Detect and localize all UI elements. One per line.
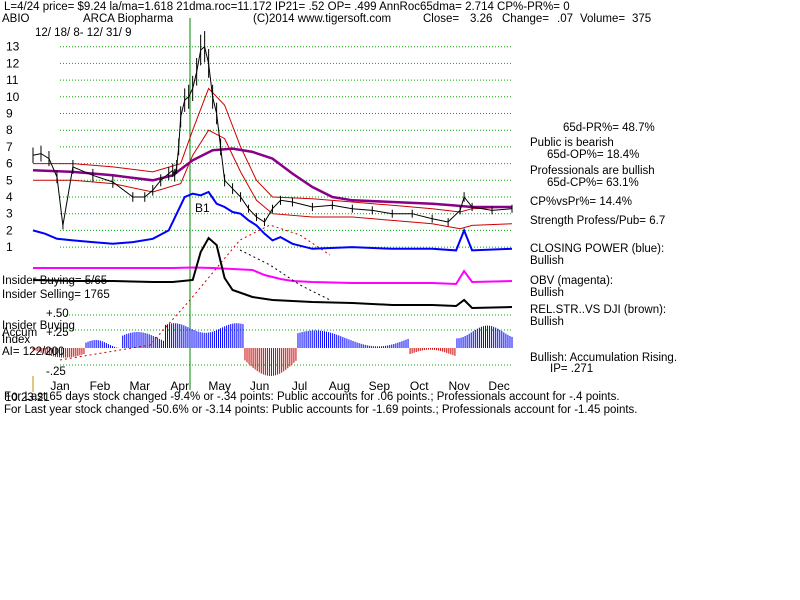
- x-tick-label: Sep: [369, 379, 391, 393]
- closing-power-label: CLOSING POWER (blue):: [530, 243, 665, 255]
- change-value: .07: [557, 13, 573, 25]
- y-tick-label: 12: [6, 56, 20, 70]
- accum-title-1: Insider Buying: [2, 320, 75, 332]
- x-tick-label: Oct: [410, 379, 429, 393]
- price-line: [32, 45, 513, 226]
- ma-red-upper-line: [33, 87, 513, 213]
- envelope-dotted-line: [59, 224, 331, 361]
- strength-ratio: Strength Profess/Pub= 6.7: [530, 215, 666, 227]
- public-status: Public is bearish: [530, 137, 614, 149]
- y-tick-label: 8: [6, 123, 13, 137]
- insider-selling: Insider Selling= 1765: [2, 289, 110, 301]
- pr-percent: 65d-PR%= 48.7%: [563, 122, 655, 134]
- professionals-status: Professionals are bullish: [530, 165, 655, 177]
- closing-power-line: [32, 190, 513, 252]
- close-label: Close=: [423, 13, 460, 25]
- footer-line-1-overlay: 10.23.21: [5, 392, 50, 404]
- x-tick-label: Jun: [250, 379, 269, 393]
- ma-red-lower-line: [33, 129, 513, 230]
- x-tick-label: Mar: [129, 379, 150, 393]
- cp-vs-pr: CP%vsPr%= 14.4%: [530, 196, 632, 208]
- y-tick-label: 5: [6, 173, 13, 187]
- ma-purple-line: [32, 147, 512, 209]
- x-tick-label: Dec: [488, 379, 509, 393]
- x-tick-label: Feb: [90, 379, 111, 393]
- op-percent: 65d-OP%= 18.4%: [547, 149, 640, 161]
- accum-mid-line-label: +.25: [46, 327, 69, 339]
- x-tick-label: Jan: [50, 379, 69, 393]
- ticker-symbol: ABIO: [2, 13, 30, 25]
- date-range: 12/ 18/ 8- 12/ 31/ 9: [35, 27, 132, 39]
- ip-value: IP= .271: [550, 363, 594, 375]
- x-tick-label: Apr: [170, 379, 189, 393]
- y-tick-label: 13: [6, 40, 20, 54]
- accum-title-3: Index: [2, 334, 31, 346]
- accum-lower-line-label: -.25: [46, 366, 66, 378]
- x-tick-label: Aug: [329, 379, 350, 393]
- x-tick-label: May: [208, 379, 231, 393]
- close-value: 3.26: [470, 13, 493, 25]
- y-tick-label: 2: [6, 223, 13, 237]
- relstr-label: REL.STR..VS DJI (brown):: [530, 304, 667, 316]
- accum-upper-line-label: +.50: [46, 308, 69, 320]
- accumulation-status: Bullish: Accumulation Rising.: [530, 352, 678, 364]
- footer-line-2: For Last year stock changed -50.6% or -3…: [4, 404, 638, 416]
- y-tick-label: 4: [6, 190, 13, 204]
- obv-status: Bullish: [530, 287, 564, 299]
- cp-percent: 65d-CP%= 63.1%: [547, 177, 639, 189]
- y-tick-label: 1: [6, 240, 13, 254]
- y-tick-label: 11: [6, 73, 19, 87]
- relstr-line: [32, 236, 513, 310]
- obv-label: OBV (magenta):: [530, 275, 614, 287]
- insider-buying: Insider Buying= 5/65: [2, 275, 108, 287]
- header-line: L=4/24 price= $9.24 la/ma=1.618 21dma.ro…: [4, 1, 570, 13]
- x-tick-label: Jul: [292, 379, 307, 393]
- x-tick-label: Nov: [448, 379, 469, 393]
- obv-line: [33, 266, 513, 286]
- change-label: Change=: [502, 13, 549, 25]
- y-tick-label: 7: [6, 140, 13, 154]
- volume-value: 375: [632, 13, 652, 25]
- ai-value: AI= 122/200: [2, 346, 65, 358]
- y-tick-label: 10: [6, 90, 20, 104]
- y-tick-label: 3: [6, 207, 13, 221]
- footer-line-1: For Last 65 days stock changed -9.4% or …: [4, 391, 620, 403]
- y-tick-label: 9: [6, 107, 13, 121]
- relstr-status: Bullish: [530, 316, 564, 328]
- trend-dotted-line: [239, 249, 331, 301]
- accum-title-2: Accum: [2, 327, 38, 339]
- copyright-source: (C)2014 www.tigersoft.com: [253, 13, 392, 25]
- signal-annotation: B1: [195, 201, 210, 215]
- closing-power-status: Bullish: [530, 255, 564, 267]
- company-name: ARCA Biopharma: [83, 13, 174, 25]
- volume-label: Volume=: [580, 13, 626, 25]
- y-tick-label: 6: [6, 157, 13, 171]
